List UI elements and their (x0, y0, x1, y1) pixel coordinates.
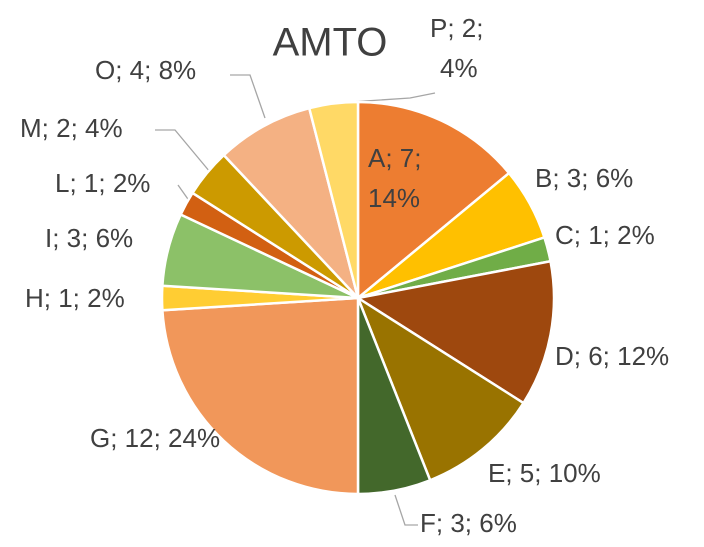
chart-title: AMTO (273, 21, 388, 65)
pie-slice (307, 100, 360, 299)
data-label: I; 3; 6% (45, 223, 133, 253)
pie-slice (355, 294, 526, 482)
leader-line (155, 129, 211, 173)
leader-line (230, 74, 266, 119)
data-label: M; 2; 4% (20, 113, 123, 143)
data-label: F; 3; 6% (420, 508, 517, 538)
data-label: A; 7; 14% (368, 143, 429, 213)
data-label: O; 4; 8% (95, 55, 196, 85)
data-label: G; 12; 24% (90, 423, 220, 453)
pie-slice (222, 106, 360, 299)
data-label: C; 1; 2% (555, 220, 655, 250)
data-label: L; 1; 2% (55, 168, 150, 198)
data-label: D; 6; 12% (555, 341, 669, 371)
data-label: E; 5; 10% (488, 458, 601, 488)
pie-slice (356, 100, 511, 301)
data-label: H; 1; 2% (25, 283, 125, 313)
data-label: P; 2; 4% (430, 13, 491, 83)
data-label: B; 3; 6% (535, 163, 633, 193)
pie-slice (354, 259, 556, 405)
leader-line (394, 494, 418, 526)
pie-slice (161, 296, 360, 496)
